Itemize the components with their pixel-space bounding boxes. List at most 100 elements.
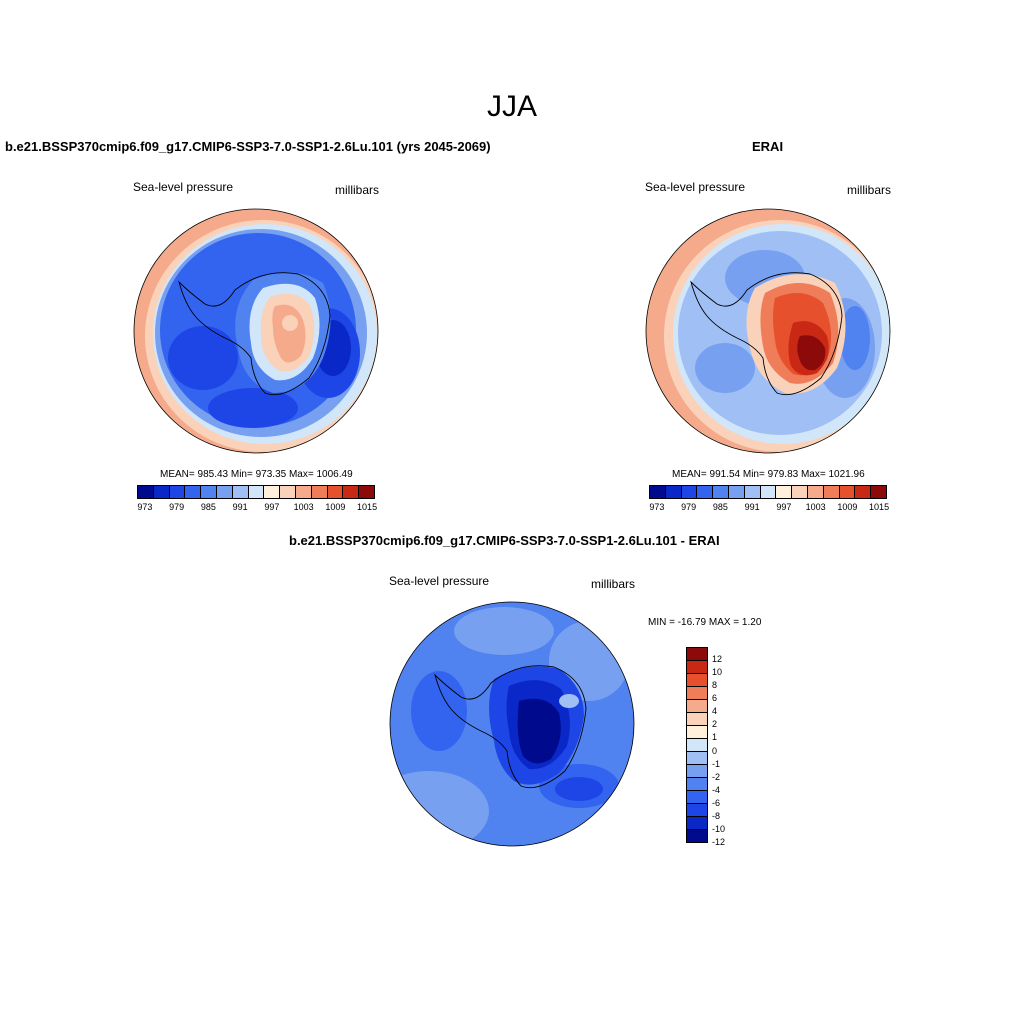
colorbar-tick-label: 973 (137, 502, 153, 512)
colorbar-swatch (201, 486, 217, 498)
colorbar-swatch (650, 486, 666, 498)
colorbar-swatch (792, 486, 808, 498)
obs-low-2 (695, 343, 755, 393)
diff-coastline (434, 665, 587, 789)
diff-interior-3 (517, 698, 561, 764)
colorbar-swatch (232, 486, 249, 498)
colorbar-tick-label: 1003 (293, 502, 314, 512)
colorbar-swatch (687, 648, 707, 661)
colorbar-tick-label: 997 (264, 502, 280, 512)
model-panel-title: b.e21.BSSP370cmip6.f09_g17.CMIP6-SSP3-7.… (5, 139, 491, 154)
colorbar-tick-label: 10 (712, 667, 723, 678)
model-low-west (168, 326, 238, 390)
colorbar-tick-label: 1009 (837, 502, 858, 512)
colorbar-swatch (687, 674, 707, 687)
colorbar-tick-label: 973 (649, 502, 665, 512)
colorbar-tick-label: 1015 (869, 502, 890, 512)
obs-colorbar-ticks: 973 979 985 991 997 1003 1009 1015 (649, 502, 890, 514)
colorbar-swatch (823, 486, 840, 498)
model-colorbar-ticks: 973 979 985 991 997 1003 1009 1015 (137, 502, 378, 514)
colorbar-swatch (744, 486, 761, 498)
colorbar-swatch (264, 486, 281, 498)
colorbar-tick-label: 4 (712, 706, 718, 717)
colorbar-tick-label: -12 (712, 837, 726, 847)
colorbar-tick-label: 985 (712, 502, 728, 512)
diff-light-4 (454, 607, 554, 655)
colorbar-swatch (687, 791, 707, 804)
model-variable-label: Sea-level pressure (133, 180, 234, 194)
colorbar-tick-label: 1003 (805, 502, 826, 512)
colorbar-swatch (839, 486, 856, 498)
colorbar-tick-label: 979 (681, 502, 697, 512)
colorbar-swatch (687, 661, 707, 674)
colorbar-swatch (295, 486, 312, 498)
model-units-label: millibars (335, 183, 380, 197)
colorbar-swatch (728, 486, 745, 498)
colorbar-swatch (687, 726, 707, 739)
colorbar-tick-label: 979 (169, 502, 185, 512)
obs-coastline (690, 272, 843, 396)
colorbar-tick-label: 0 (712, 745, 718, 756)
colorbar-swatch (760, 486, 777, 498)
colorbar-swatch (776, 486, 793, 498)
colorbar-swatch (687, 830, 707, 842)
colorbar-tick-label: -2 (712, 771, 721, 782)
model-map (133, 208, 379, 454)
colorbar-tick-label: 1 (712, 732, 718, 743)
colorbar-swatch (343, 486, 360, 498)
obs-interior-5 (797, 335, 826, 371)
diff-stats: MIN = -16.79 MAX = 1.20 (648, 617, 762, 628)
colorbar-tick-label: 991 (744, 502, 760, 512)
colorbar-swatch (138, 486, 154, 498)
colorbar-tick-label: -8 (712, 810, 721, 821)
main-title: JJA (486, 90, 537, 123)
model-coastline (178, 272, 331, 396)
colorbar-swatch (713, 486, 729, 498)
model-low-south (208, 388, 298, 428)
model-stats: MEAN= 985.43 Min= 973.35 Max= 1006.49 (160, 469, 353, 480)
obs-stats: MEAN= 991.54 Min= 979.83 Max= 1021.96 (672, 469, 865, 480)
diff-map (389, 601, 635, 847)
colorbar-tick-label: 991 (232, 502, 248, 512)
colorbar-swatch (687, 778, 707, 791)
diff-units-label: millibars (591, 577, 636, 591)
diff-variable-label: Sea-level pressure (389, 574, 490, 588)
colorbar-swatch (311, 486, 328, 498)
colorbar-swatch (248, 486, 265, 498)
colorbar-swatch (359, 486, 374, 498)
diff-low-1 (411, 671, 467, 751)
diff-low-3 (555, 777, 603, 801)
colorbar-swatch (687, 765, 707, 778)
colorbar-tick-label: 997 (776, 502, 792, 512)
diff-interior-light (559, 694, 579, 708)
colorbar-swatch (697, 486, 714, 498)
colorbar-swatch (153, 486, 170, 498)
colorbar-swatch (687, 817, 707, 830)
colorbar-tick-label: 2 (712, 719, 718, 730)
obs-units-label: millibars (847, 183, 892, 197)
colorbar-tick-label: -1 (712, 758, 721, 769)
colorbar-swatch (327, 486, 344, 498)
model-colorbar (137, 485, 375, 499)
colorbar-swatch (681, 486, 698, 498)
colorbar-tick-label: 12 (712, 654, 723, 665)
obs-panel-title: ERAI (752, 139, 784, 154)
colorbar-swatch (687, 700, 707, 713)
colorbar-swatch (687, 713, 707, 726)
model-interior-4 (272, 304, 306, 363)
colorbar-tick-label: -10 (712, 823, 726, 834)
colorbar-tick-label: -6 (712, 797, 721, 808)
model-interior-hole (282, 315, 298, 331)
colorbar-swatch (216, 486, 233, 498)
colorbar-tick-label: 1015 (357, 502, 378, 512)
obs-variable-label: Sea-level pressure (645, 180, 746, 194)
colorbar-tick-label: 1009 (325, 502, 346, 512)
diff-colorbar-ticks: 12 10 8 6 4 2 1 0 -1 -2 -4 -6 -8 -10 -12 (712, 647, 752, 847)
colorbar-tick-label: -4 (712, 784, 721, 795)
colorbar-tick-label: 8 (712, 680, 718, 691)
colorbar-swatch (665, 486, 682, 498)
colorbar-tick-label: 6 (712, 693, 718, 704)
colorbar-swatch (855, 486, 872, 498)
obs-colorbar (649, 485, 887, 499)
colorbar-swatch (807, 486, 824, 498)
